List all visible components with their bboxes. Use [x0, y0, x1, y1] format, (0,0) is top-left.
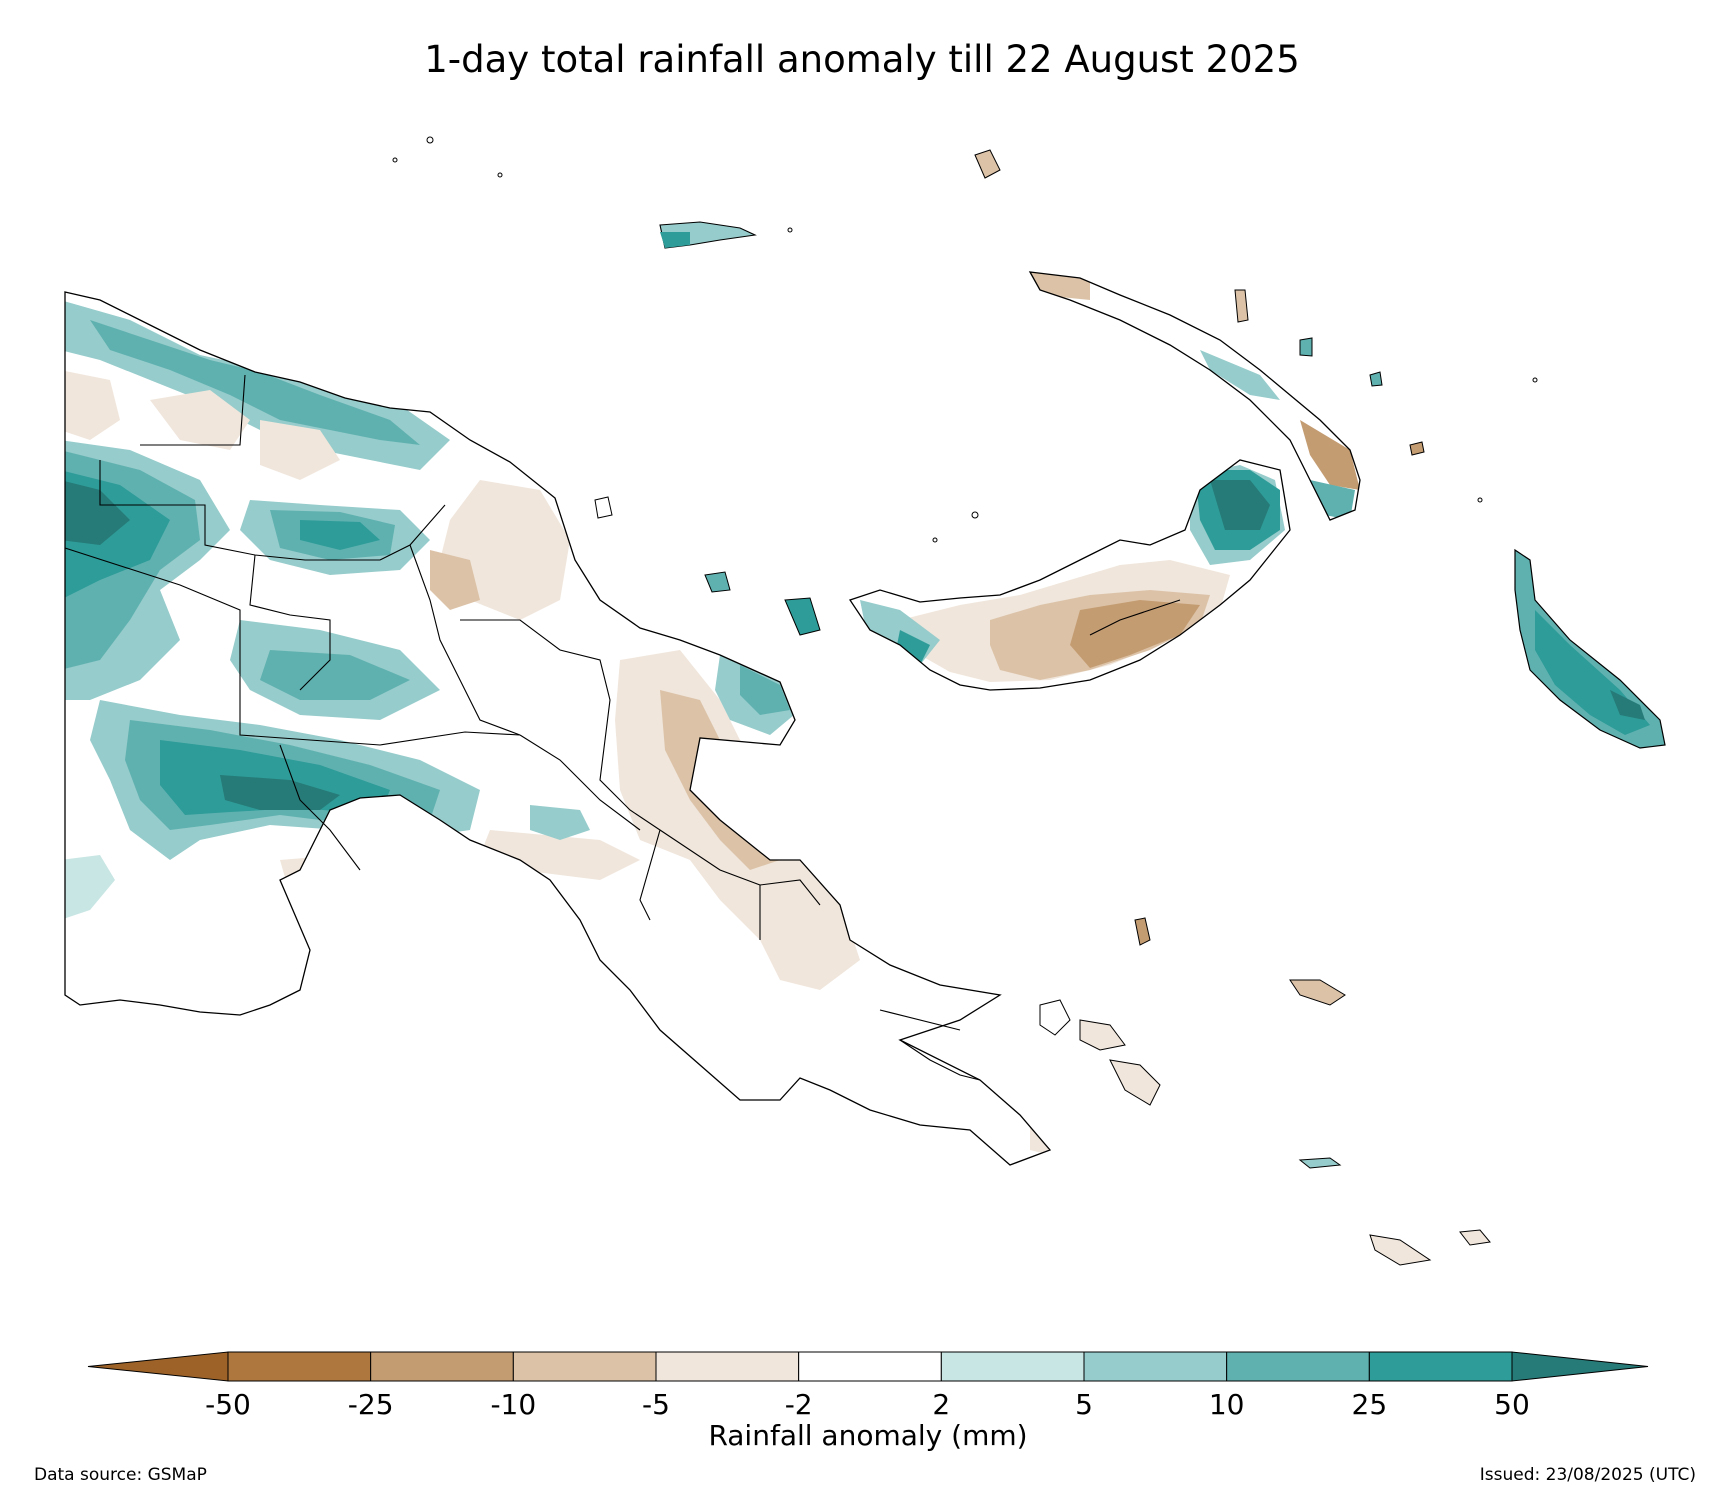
new-britain	[848, 459, 1291, 691]
colorbar-segment	[1226, 1351, 1370, 1382]
map-title: 1-day total rainfall anomaly till 22 Aug…	[424, 38, 1300, 81]
colorbar-tick-label: 10	[1209, 1388, 1245, 1421]
colorbar-tick-label: -5	[642, 1388, 670, 1421]
colorbar-label: Rainfall anomaly (mm)	[708, 1419, 1027, 1452]
colorbar-tick-label: 25	[1352, 1388, 1388, 1421]
issued-date: Issued: 23/08/2025 (UTC)	[1479, 1465, 1696, 1485]
colorbar-segment	[227, 1351, 372, 1382]
colorbar-tick-label: -25	[348, 1388, 394, 1421]
colorbar-segment	[798, 1351, 942, 1382]
manus-island	[659, 221, 757, 249]
colorbar-extend-low	[87, 1351, 229, 1382]
colorbar-tick-label: -10	[490, 1388, 536, 1421]
colorbar-segment	[1083, 1351, 1228, 1382]
province-boundaries	[64, 374, 981, 1081]
colorbar-tick-label: 5	[1075, 1388, 1093, 1421]
colorbar-tick-label: -2	[785, 1388, 813, 1421]
colorbar-extend-high	[1511, 1351, 1649, 1382]
colorbar-tick-label: -50	[205, 1388, 251, 1421]
colorbar-tick-label: 50	[1494, 1388, 1530, 1421]
colorbar-segment	[655, 1351, 800, 1382]
data-source: Data source: GSMaP	[34, 1465, 207, 1485]
colorbar-segment	[1368, 1351, 1513, 1382]
small-islands	[392, 136, 1538, 1266]
colorbar-tick-label: 2	[932, 1388, 950, 1421]
colorbar-segment	[512, 1351, 657, 1382]
bougainville	[1514, 548, 1666, 749]
colorbar-segment	[940, 1351, 1085, 1382]
colorbar-segment	[370, 1351, 514, 1382]
